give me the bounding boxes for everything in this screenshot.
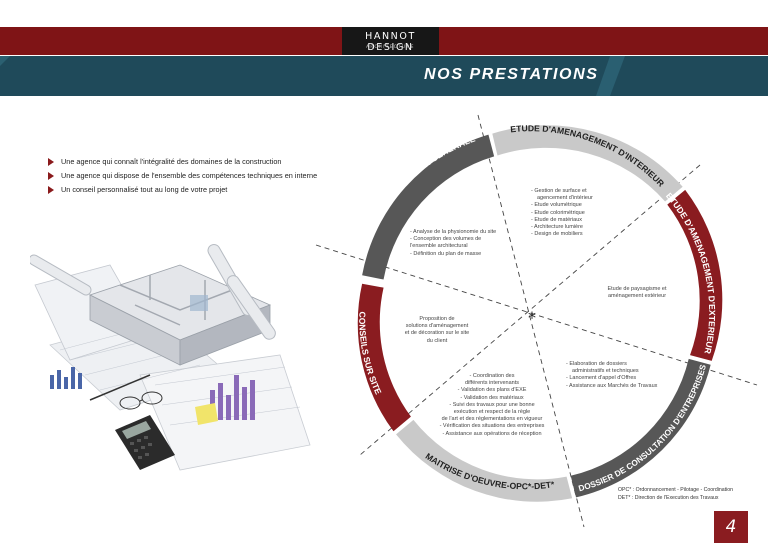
text-line: - Vérification des situations des entrep… [439, 423, 545, 430]
bullet-item: Une agence qui dispose de l'ensemble des… [48, 171, 317, 185]
text-line: administratifs et techniques [572, 368, 639, 375]
text-line: - Etude de matériaux [531, 216, 583, 223]
center-mark: * [528, 308, 536, 327]
text-line: Proposition de [419, 316, 455, 322]
ring-segment-conseils [357, 283, 411, 432]
text-conseils: Proposition de solutions d'aménagement e… [396, 316, 478, 345]
text-conception: - Analyse de la physionomie du site - Co… [410, 229, 496, 258]
ring-segment-interieur [492, 125, 683, 202]
logo-name: HANNOT DESIGN [365, 31, 416, 53]
text-line: l'ensemble architectural [410, 243, 468, 250]
text-consultation: - Elaboration de dossiers administratifs… [566, 361, 657, 390]
ring-segment-conception [362, 134, 495, 280]
bullet-text: Une agence qui dispose de l'ensemble des… [61, 171, 318, 180]
logo-subtitle: ARCHITECTURE [366, 44, 415, 49]
page-number: 4 [725, 517, 737, 537]
arrow-icon [48, 158, 54, 166]
header-teal-band [0, 56, 768, 96]
text-line: - Validation des plans d'EXE [457, 387, 527, 394]
text-line: - Assistance aux Marchés de Travaux [566, 382, 658, 389]
text-line: - Architecture lumière [531, 224, 583, 231]
text-line: solutions d'aménagement [405, 323, 469, 330]
page-number-box: 4 [714, 511, 748, 543]
footnote: OPC* : Ordonnancement - Pilotage - Coord… [618, 486, 733, 502]
text-line: de l'art et des réglementations en vigue… [441, 416, 543, 423]
text-line: exécution et respect de la règle [453, 409, 531, 416]
text-line: - Design de mobiliers [531, 231, 583, 238]
text-line: - Coordination des [469, 373, 515, 379]
text-exterieur: Etude de paysagisme et aménagement extér… [592, 286, 682, 300]
text-line: - Définition du plan de masse [410, 250, 482, 257]
text-line: - Etude colorimétrique [531, 209, 585, 216]
text-line: différents intervenants [464, 380, 519, 387]
architecture-model-illustration [30, 244, 311, 471]
ring-segment-exterieur [667, 189, 723, 361]
text-line: aménagement extérieur [607, 293, 667, 300]
text-line: - Gestion de surface et [531, 188, 587, 194]
text-line: - Etude volumétrique [531, 202, 582, 209]
text-line: du client [426, 337, 448, 344]
text-maitrise: - Coordination des différents intervenan… [424, 373, 560, 438]
bullet-text: Une agence qui connaît l'intégralité des… [61, 157, 282, 166]
logo: HANNOT DESIGN ARCHITECTURE [342, 27, 439, 55]
text-line: - Validation des matériaux [460, 394, 524, 401]
text-interieur: - Gestion de surface et agencement d'int… [531, 188, 593, 238]
text-line: et de décoration sur le site [404, 330, 470, 337]
text-line: - Lancement d'appel d'Offres [566, 375, 637, 382]
arrow-icon [48, 186, 54, 194]
text-line: - Elaboration de dossiers [566, 361, 627, 367]
page-title: NOS PRESTATIONS [424, 66, 599, 83]
intro-bullet-list: Une agence qui connaît l'intégralité des… [48, 157, 317, 199]
text-line: - Conception des volumes de [410, 236, 482, 243]
footnote-opc: OPC* : Ordonnancement - Pilotage - Coord… [618, 487, 734, 493]
text-line: Etude de paysagisme et [607, 286, 667, 292]
text-line: - Assistance aux opérations de réception [442, 430, 542, 437]
bullet-text: Un conseil personnalisé tout au long de … [61, 185, 228, 194]
text-line: - Suivi des travaux pour une bonne [449, 401, 535, 408]
divider-lines [315, 114, 758, 528]
footnote-det: DET* : Direction de l'Execution des Trav… [618, 495, 719, 501]
bullet-item: Un conseil personnalisé tout au long de … [48, 185, 317, 199]
text-line: - Analyse de la physionomie du site [410, 229, 497, 235]
ring-segment-consultation [570, 358, 711, 498]
bullet-item: Une agence qui connaît l'intégralité des… [48, 157, 317, 171]
ring-segment-maitrise [396, 419, 573, 502]
text-line: agencement d'intérieur [537, 195, 593, 202]
arrow-icon [48, 172, 54, 180]
